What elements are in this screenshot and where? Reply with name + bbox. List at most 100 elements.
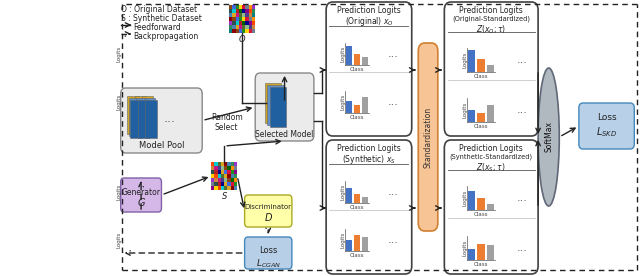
Bar [242,17,245,21]
Bar [232,29,236,33]
Bar [211,178,214,182]
Text: (Synthetic) $x_S$: (Synthetic) $x_S$ [342,153,396,166]
Bar [127,96,139,134]
Bar [249,29,252,33]
Bar [354,105,360,113]
Bar [362,57,368,65]
Bar [211,162,214,166]
Bar [218,162,221,166]
Bar [145,100,157,138]
Bar [239,17,242,21]
Bar [245,13,249,17]
Bar [268,85,284,125]
Bar [252,29,255,33]
Text: Class: Class [350,67,364,72]
Text: Discriminator: Discriminator [244,204,292,210]
Bar [242,21,245,25]
Text: Logits: Logits [463,190,467,206]
Text: Class: Class [474,212,488,217]
Text: $Z(x_S;\tau)$: $Z(x_S;\tau)$ [476,161,506,174]
FancyBboxPatch shape [444,140,538,274]
Bar [211,186,214,190]
Bar [354,194,360,203]
Bar [214,170,218,174]
Bar [346,101,352,113]
Bar [136,98,148,136]
Text: Class: Class [474,262,488,267]
Text: O: O [239,35,246,44]
Bar [249,5,252,9]
Bar [134,96,146,134]
Text: Class: Class [350,205,364,210]
Bar [218,174,221,178]
FancyBboxPatch shape [121,88,202,153]
Bar [232,25,236,29]
Text: Logits: Logits [116,46,122,62]
Bar [245,9,249,13]
Bar [477,198,484,210]
Text: Logits: Logits [340,94,345,110]
Bar [239,29,242,33]
Bar [221,170,224,174]
FancyBboxPatch shape [419,43,438,231]
Bar [229,25,232,29]
Text: Prediction Logits: Prediction Logits [460,144,523,153]
Text: ...: ... [388,49,399,59]
Bar [227,178,231,182]
Bar [218,182,221,186]
Bar [468,110,476,122]
Bar [252,5,255,9]
Bar [239,5,242,9]
Bar [236,9,239,13]
Text: O : Original Dataset: O : Original Dataset [121,5,197,14]
Bar [236,17,239,21]
Bar [242,5,245,9]
Bar [252,17,255,21]
Text: ...: ... [516,243,527,253]
Bar [354,235,360,251]
Text: ...: ... [516,55,527,65]
Bar [362,97,368,113]
Text: Class: Class [474,124,488,129]
Text: $L_{CGAN}$: $L_{CGAN}$ [255,257,281,269]
Text: Generator: Generator [122,188,161,197]
Bar [227,174,231,178]
Text: S : Synthetic Dataset: S : Synthetic Dataset [121,14,202,23]
FancyBboxPatch shape [244,237,292,269]
Text: Logits: Logits [116,232,122,248]
Text: D: D [264,213,272,223]
Bar [346,240,352,251]
Text: Selected Model: Selected Model [255,130,314,139]
Bar [486,204,494,210]
Bar [234,174,237,178]
Text: Class: Class [474,74,488,79]
Bar [242,25,245,29]
Bar [232,13,236,17]
Text: Model Pool: Model Pool [139,141,184,150]
Bar [143,98,155,136]
Bar [249,9,252,13]
Bar [234,178,237,182]
Bar [249,21,252,25]
Bar [252,21,255,25]
Bar [265,83,282,123]
Bar [242,29,245,33]
Bar [234,162,237,166]
Bar [214,182,218,186]
Bar [234,182,237,186]
Text: Feedforward: Feedforward [133,23,180,32]
Bar [245,5,249,9]
Bar [221,174,224,178]
Bar [218,166,221,170]
Bar [245,29,249,33]
Bar [229,5,232,9]
Bar [236,5,239,9]
Bar [234,186,237,190]
Bar [231,178,234,182]
Bar [224,162,227,166]
Bar [231,166,234,170]
Bar [231,182,234,186]
Bar [249,25,252,29]
Bar [252,25,255,29]
Bar [218,170,221,174]
